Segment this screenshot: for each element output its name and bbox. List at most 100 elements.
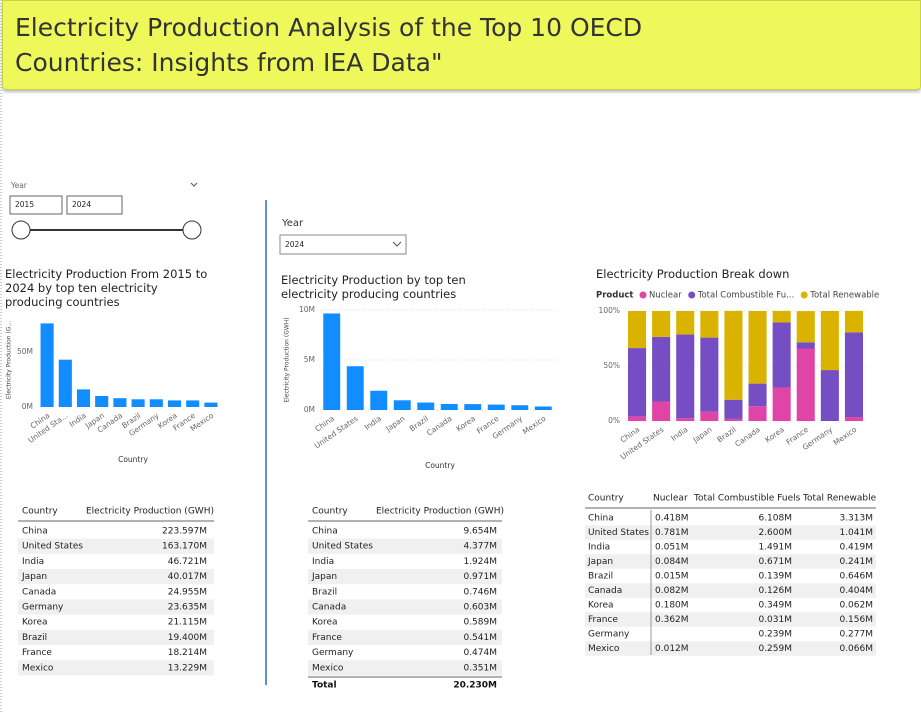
table-cell: United States [22, 542, 83, 552]
table-cell: 46.721M [168, 557, 207, 567]
slider-handle[interactable] [182, 220, 202, 240]
y-tick-label: 0% [608, 416, 620, 425]
column-header: Nuclear [653, 494, 688, 504]
table-cell: India [22, 557, 44, 567]
bar [131, 399, 145, 407]
table-cell: Japan [311, 572, 337, 582]
bar [149, 399, 163, 407]
table-cell: 24.955M [168, 587, 207, 597]
table-cell: India [312, 557, 334, 567]
x-tick-label: India [669, 425, 689, 443]
table-cell: 0.349M [758, 601, 792, 611]
table-cell: 163.170M [162, 542, 207, 552]
bar [40, 323, 54, 407]
dropdown[interactable] [279, 234, 407, 255]
row-band [18, 629, 214, 645]
bar-segment [628, 311, 647, 349]
slicer-from[interactable]: 2015 [15, 200, 34, 209]
bar-segment [772, 322, 791, 388]
date-box[interactable] [9, 195, 63, 215]
table-cell: 0.239M [758, 630, 792, 640]
chevron[interactable] [392, 241, 402, 247]
x-tick-label: Korea [454, 414, 477, 434]
bar [464, 404, 482, 410]
row-band [585, 583, 876, 598]
table-cell: 0.781M [655, 528, 689, 538]
bar-segment [724, 399, 743, 419]
bar-segment [652, 311, 671, 337]
bar [534, 406, 552, 410]
legend-label: Total Combustible Fu... [697, 291, 794, 301]
table-cell: 0.156M [839, 615, 873, 625]
bar-segment [700, 411, 719, 421]
bar [417, 402, 435, 410]
column-header: Country [588, 494, 624, 504]
y-axis-label: Electricity Production (G... [6, 321, 13, 399]
row-band [308, 569, 502, 585]
table-cell: France [22, 648, 52, 658]
column-header: Total Renewable [802, 494, 877, 504]
row-band [308, 660, 502, 676]
y-tick-label: 10M [299, 305, 315, 314]
legend-label: Nuclear [649, 291, 682, 301]
table-cell: Mexico [22, 663, 54, 673]
table-cell: 0.474M [463, 648, 497, 658]
table-cell: 0.418M [655, 514, 689, 524]
table-total: Total [312, 681, 337, 691]
legend-swatch [688, 291, 696, 299]
table-cell: 13.229M [168, 663, 207, 673]
bar [95, 396, 109, 407]
bar-segment [676, 334, 695, 419]
row-band [18, 538, 214, 554]
title-banner: Electricity Production Analysis of the T… [2, 0, 921, 90]
table-cell: 0.084M [655, 557, 689, 567]
table-cell: United States [312, 542, 373, 552]
bar [76, 389, 91, 407]
bar-segment [724, 310, 743, 400]
table-cell: 0.082M [655, 586, 689, 596]
x-tick-label: Japan [691, 425, 714, 445]
table-cell: 0.362M [655, 615, 689, 625]
table-cell: Germany [22, 603, 64, 613]
bar-segment [820, 370, 839, 421]
row-band [585, 641, 876, 656]
table-cell: 223.597M [162, 527, 207, 537]
x-axis-label: Country [425, 461, 455, 470]
table-cell: Korea [588, 601, 614, 611]
slicer-to[interactable]: 2024 [72, 200, 91, 209]
row-band [18, 569, 214, 585]
row-band [585, 612, 876, 627]
date-box[interactable] [66, 195, 123, 215]
legend-label: Total Renewable [809, 291, 879, 301]
row-band [18, 660, 214, 676]
legend-title: Product [596, 291, 634, 301]
table-cell: 0.419M [839, 543, 873, 553]
table-cell: United States [588, 528, 649, 538]
column-header: Country [312, 507, 348, 517]
column-header: Electricity Production (GWH) [376, 507, 504, 517]
bar-segment [748, 406, 767, 421]
table-cell: 0.404M [839, 586, 873, 596]
table-cell: 0.541M [463, 633, 497, 643]
bar [346, 366, 364, 410]
table-cell: 0.277M [839, 630, 873, 640]
table-cell: 0.062M [839, 601, 873, 611]
slider-handle[interactable] [11, 220, 31, 240]
x-tick-label: Mexico [832, 425, 859, 448]
bar-segment [652, 401, 671, 421]
bar-segment [700, 311, 719, 338]
bar-segment [844, 310, 863, 333]
table-cell: 2.600M [758, 528, 792, 538]
table-cell: 1.924M [463, 557, 497, 567]
table-cell: 0.589M [463, 618, 497, 628]
dropdown-value[interactable]: 2024 [285, 240, 304, 249]
column-header: Electricity Production (GWH) [86, 507, 214, 517]
table-cell: 0.746M [463, 587, 497, 597]
bar [167, 400, 182, 407]
chevron[interactable] [190, 182, 198, 187]
x-tick-label: India [363, 414, 383, 432]
bar-segment [772, 310, 791, 323]
row-band [308, 599, 502, 615]
table-cell: 0.646M [839, 572, 873, 582]
